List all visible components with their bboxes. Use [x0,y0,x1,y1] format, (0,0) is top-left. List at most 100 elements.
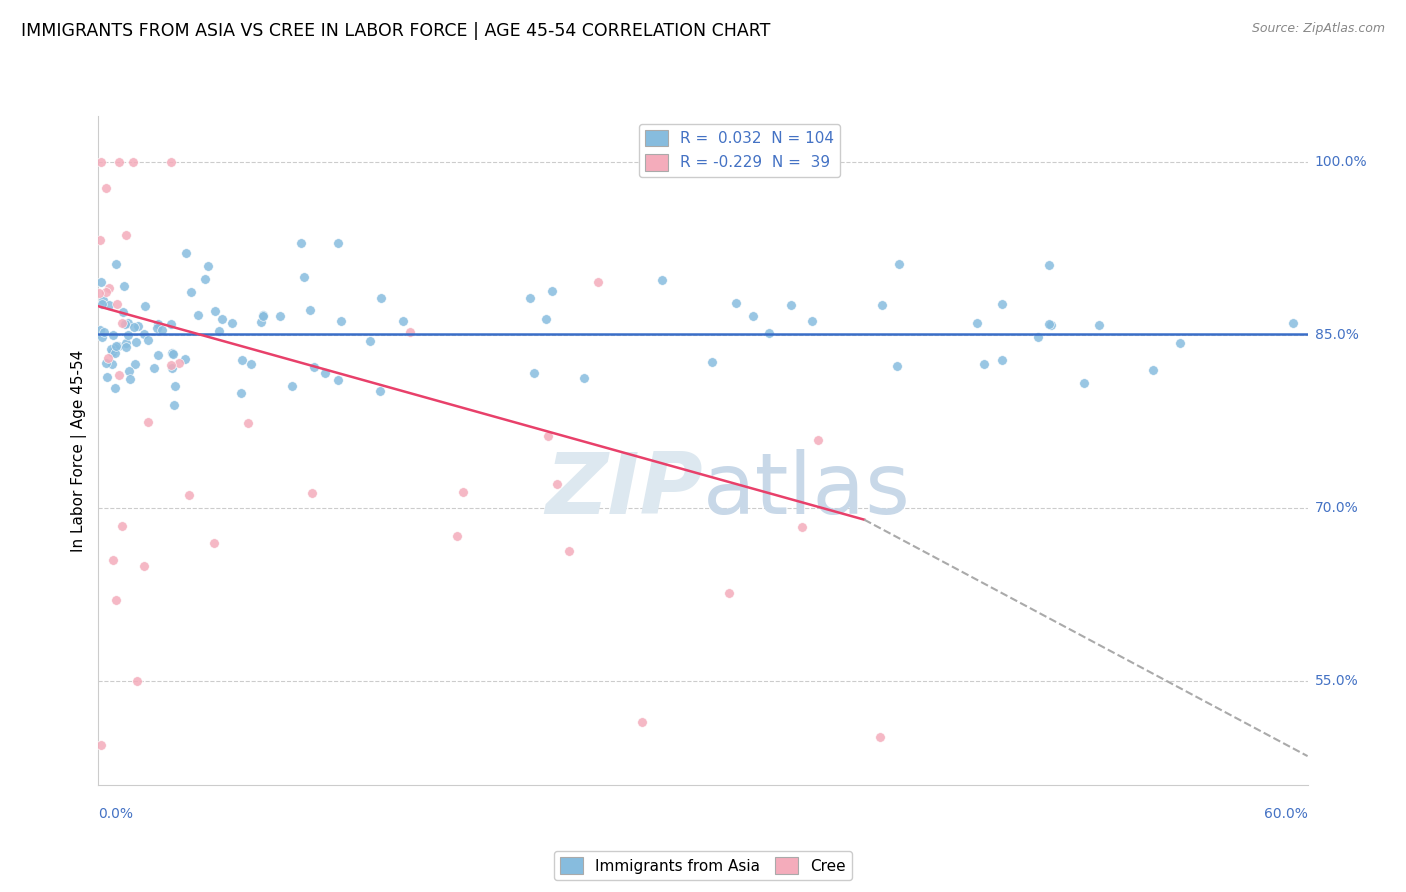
Point [162,346,184,360]
Legend: R =  0.032  N = 104, R = -0.229  N =  39: R = 0.032 N = 104, R = -0.229 N = 39 [638,124,839,177]
Point [105,257,128,271]
Text: IMMIGRANTS FROM ASIA VS CREE IN LABOR FORCE | AGE 45-54 CORRELATION CHART: IMMIGRANTS FROM ASIA VS CREE IN LABOR FO… [21,22,770,40]
Point [1088,318,1111,333]
Point [160,360,183,375]
Point [252,308,274,322]
Point [117,363,139,377]
Point [990,353,1012,368]
Point [115,227,138,242]
Point [115,335,138,350]
Point [446,529,468,543]
Point [100,343,122,357]
Point [90,738,112,752]
Point [211,312,233,326]
Legend: Immigrants from Asia, Cree: Immigrants from Asia, Cree [554,851,852,880]
Point [887,257,910,271]
Point [314,366,336,380]
Point [163,379,186,393]
Text: 85.0%: 85.0% [1315,328,1358,343]
Point [89,323,111,337]
Point [281,378,304,392]
Point [105,339,128,353]
Point [370,291,392,305]
Point [869,730,891,744]
Point [973,357,995,371]
Point [93,325,115,339]
Point [105,297,128,311]
Point [112,278,135,293]
Text: 70.0%: 70.0% [1315,501,1358,516]
Point [197,259,219,273]
Point [101,553,124,567]
Point [120,372,142,386]
Point [96,370,118,384]
Text: atlas: atlas [703,449,911,533]
Point [145,320,167,334]
Point [127,674,149,689]
Point [136,333,159,347]
Point [115,340,138,354]
Point [160,155,183,169]
Point [117,328,139,343]
Point [163,398,186,412]
Point [108,368,131,382]
Text: 55.0%: 55.0% [1315,674,1358,688]
Text: 100.0%: 100.0% [1315,155,1367,169]
Text: 0.0%: 0.0% [98,807,134,822]
Point [193,272,215,286]
Point [97,281,120,295]
Point [700,355,723,369]
Point [742,309,765,323]
Point [886,359,908,373]
Point [148,318,170,332]
Point [252,310,274,324]
Point [94,285,117,299]
Point [127,318,149,333]
Point [1142,363,1164,377]
Text: ZIP: ZIP [546,449,703,533]
Point [150,323,173,337]
Point [991,296,1014,310]
Point [97,351,120,366]
Point [651,273,673,287]
Point [136,416,159,430]
Point [725,296,748,310]
Point [451,484,474,499]
Point [1168,336,1191,351]
Point [780,298,803,312]
Point [89,285,111,300]
Point [103,327,125,342]
Point [108,155,131,169]
Point [159,318,181,332]
Point [359,334,381,348]
Point [117,316,139,330]
Y-axis label: In Labor Force | Age 45-54: In Labor Force | Age 45-54 [72,350,87,551]
Point [292,269,315,284]
Point [177,488,200,502]
Point [101,357,124,371]
Point [399,325,422,339]
Point [807,434,830,448]
Point [302,359,325,374]
Point [231,352,253,367]
Point [142,360,165,375]
Point [174,246,197,260]
Point [301,486,323,500]
Point [107,339,129,353]
Point [125,334,148,349]
Point [122,320,145,334]
Point [160,359,183,373]
Point [1039,318,1062,332]
Point [801,314,824,328]
Point [91,297,114,311]
Text: Source: ZipAtlas.com: Source: ZipAtlas.com [1251,22,1385,36]
Point [229,386,252,401]
Point [104,593,127,607]
Point [239,357,262,371]
Point [586,275,609,289]
Point [1281,316,1303,330]
Text: 60.0%: 60.0% [1264,807,1308,822]
Point [523,367,546,381]
Point [236,416,259,430]
Point [872,298,894,312]
